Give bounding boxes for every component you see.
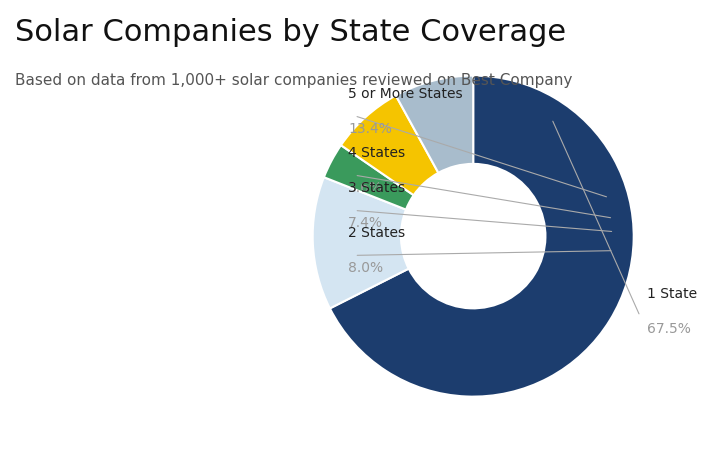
Wedge shape	[396, 76, 473, 173]
Wedge shape	[313, 178, 408, 308]
Text: 5 or More States: 5 or More States	[348, 86, 462, 101]
Text: 13.4%: 13.4%	[348, 121, 392, 135]
Wedge shape	[341, 96, 438, 196]
Text: Based on data from 1,000+ solar companies reviewed on Best Company: Based on data from 1,000+ solar companie…	[15, 73, 572, 88]
Text: 67.5%: 67.5%	[646, 322, 690, 335]
Wedge shape	[330, 76, 633, 397]
Text: Solar Companies by State Coverage: Solar Companies by State Coverage	[15, 18, 566, 47]
Text: 4 States: 4 States	[348, 146, 405, 160]
Text: 8.0%: 8.0%	[348, 261, 383, 275]
Text: 2 States: 2 States	[348, 226, 405, 240]
Wedge shape	[324, 146, 414, 210]
Text: 3.6%: 3.6%	[348, 181, 383, 195]
Text: 3 States: 3 States	[348, 181, 405, 195]
Text: 7.4%: 7.4%	[348, 216, 383, 230]
Text: 1 State: 1 State	[646, 287, 697, 301]
